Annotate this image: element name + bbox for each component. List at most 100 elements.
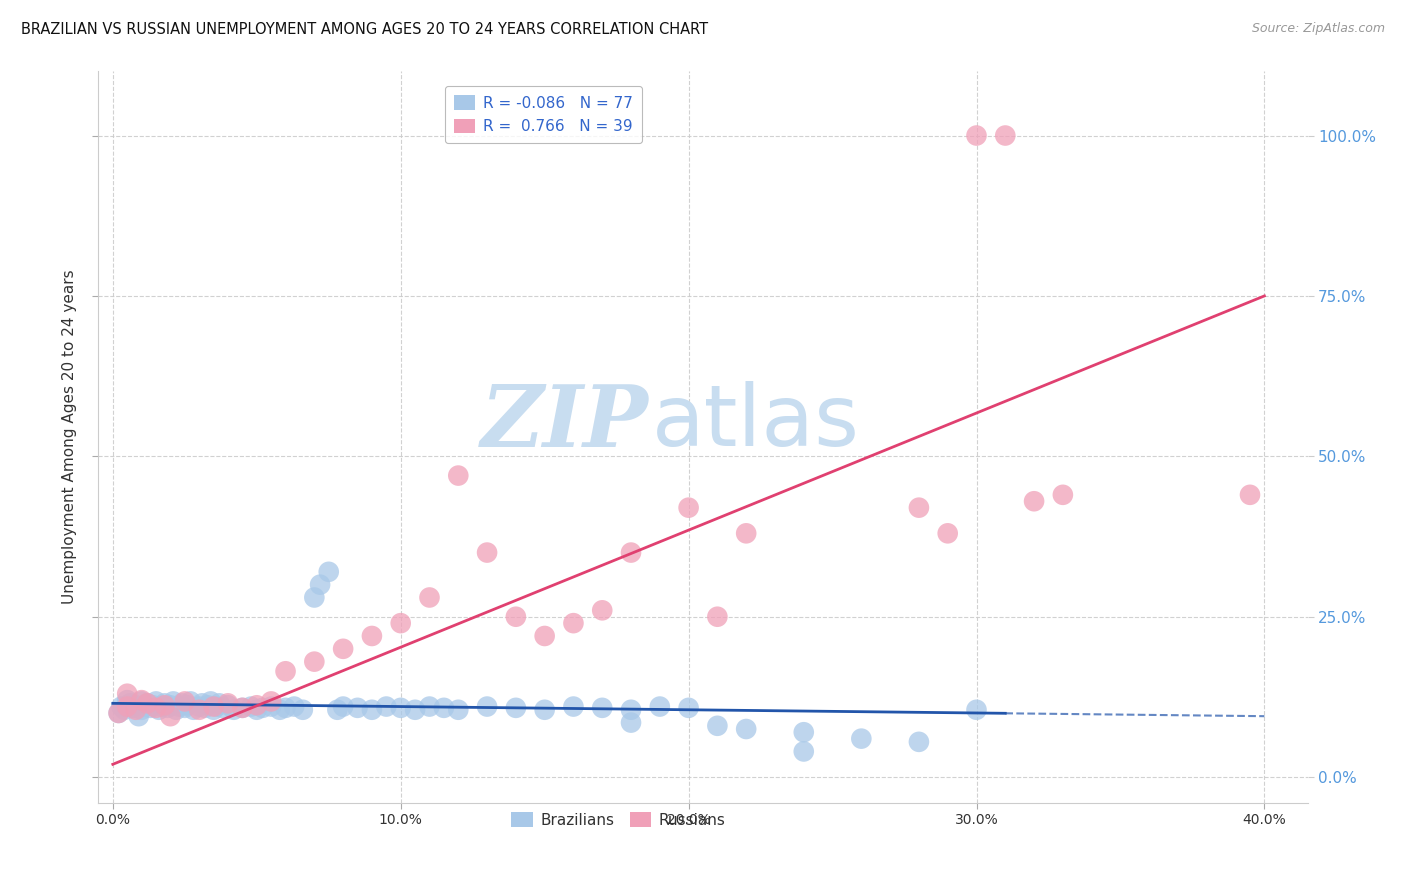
Point <box>145 694 167 708</box>
Point <box>793 725 815 739</box>
Point <box>375 699 398 714</box>
Point <box>188 699 211 714</box>
Point <box>533 703 555 717</box>
Point <box>418 591 440 605</box>
Point <box>173 701 195 715</box>
Point <box>533 629 555 643</box>
Point <box>678 701 700 715</box>
Point <box>156 701 179 715</box>
Point <box>332 699 354 714</box>
Point <box>252 701 274 715</box>
Point <box>134 699 156 714</box>
Point <box>145 701 167 715</box>
Y-axis label: Unemployment Among Ages 20 to 24 years: Unemployment Among Ages 20 to 24 years <box>62 269 77 605</box>
Point <box>326 703 349 717</box>
Point <box>678 500 700 515</box>
Point <box>447 703 470 717</box>
Point <box>107 706 129 720</box>
Point <box>217 698 239 713</box>
Point <box>115 687 138 701</box>
Text: ZIP: ZIP <box>481 381 648 464</box>
Point <box>283 699 305 714</box>
Point <box>162 694 184 708</box>
Point <box>165 703 187 717</box>
Point <box>908 735 931 749</box>
Point <box>159 709 181 723</box>
Point <box>136 697 159 711</box>
Point <box>159 698 181 713</box>
Point <box>851 731 873 746</box>
Point <box>1022 494 1045 508</box>
Point <box>231 701 253 715</box>
Point <box>966 128 988 143</box>
Point <box>197 698 219 713</box>
Point <box>361 703 384 717</box>
Point <box>176 698 198 713</box>
Point <box>793 744 815 758</box>
Point <box>706 719 728 733</box>
Point <box>389 701 412 715</box>
Point <box>148 703 170 717</box>
Point <box>304 591 326 605</box>
Point <box>153 697 176 711</box>
Point <box>211 701 233 715</box>
Point <box>122 701 145 715</box>
Point <box>274 701 297 715</box>
Point <box>173 694 195 708</box>
Point <box>562 699 585 714</box>
Point <box>475 699 498 714</box>
Point <box>191 697 214 711</box>
Point <box>153 698 176 713</box>
Point <box>620 703 643 717</box>
Point <box>131 694 153 708</box>
Point <box>1239 488 1261 502</box>
Point <box>188 703 211 717</box>
Point <box>222 703 245 717</box>
Point <box>706 609 728 624</box>
Point <box>139 701 162 715</box>
Point <box>260 699 283 714</box>
Point <box>183 703 205 717</box>
Point <box>142 698 165 713</box>
Point <box>404 703 426 717</box>
Point <box>120 697 142 711</box>
Point <box>475 545 498 559</box>
Point <box>274 665 297 679</box>
Point <box>131 693 153 707</box>
Point <box>648 699 671 714</box>
Point <box>936 526 959 541</box>
Point <box>150 699 173 714</box>
Point <box>131 703 153 717</box>
Point <box>205 699 228 714</box>
Point <box>309 577 332 591</box>
Point <box>170 697 193 711</box>
Point <box>115 693 138 707</box>
Point <box>208 697 231 711</box>
Point <box>304 655 326 669</box>
Point <box>260 694 283 708</box>
Point <box>332 641 354 656</box>
Point <box>231 701 253 715</box>
Point <box>115 699 138 714</box>
Legend: Brazilians, Russians: Brazilians, Russians <box>503 805 733 836</box>
Point <box>591 701 613 715</box>
Point <box>291 703 314 717</box>
Point <box>1052 488 1074 502</box>
Point <box>966 703 988 717</box>
Point <box>908 500 931 515</box>
Point <box>346 701 368 715</box>
Point <box>246 703 269 717</box>
Text: BRAZILIAN VS RUSSIAN UNEMPLOYMENT AMONG AGES 20 TO 24 YEARS CORRELATION CHART: BRAZILIAN VS RUSSIAN UNEMPLOYMENT AMONG … <box>21 22 709 37</box>
Text: atlas: atlas <box>652 381 860 464</box>
Point <box>269 703 291 717</box>
Point <box>433 701 456 715</box>
Point <box>591 603 613 617</box>
Point <box>202 699 225 714</box>
Point <box>389 616 412 631</box>
Point <box>620 715 643 730</box>
Point <box>110 699 132 714</box>
Point <box>505 701 527 715</box>
Point <box>735 722 758 736</box>
Point <box>112 703 135 717</box>
Point <box>418 699 440 714</box>
